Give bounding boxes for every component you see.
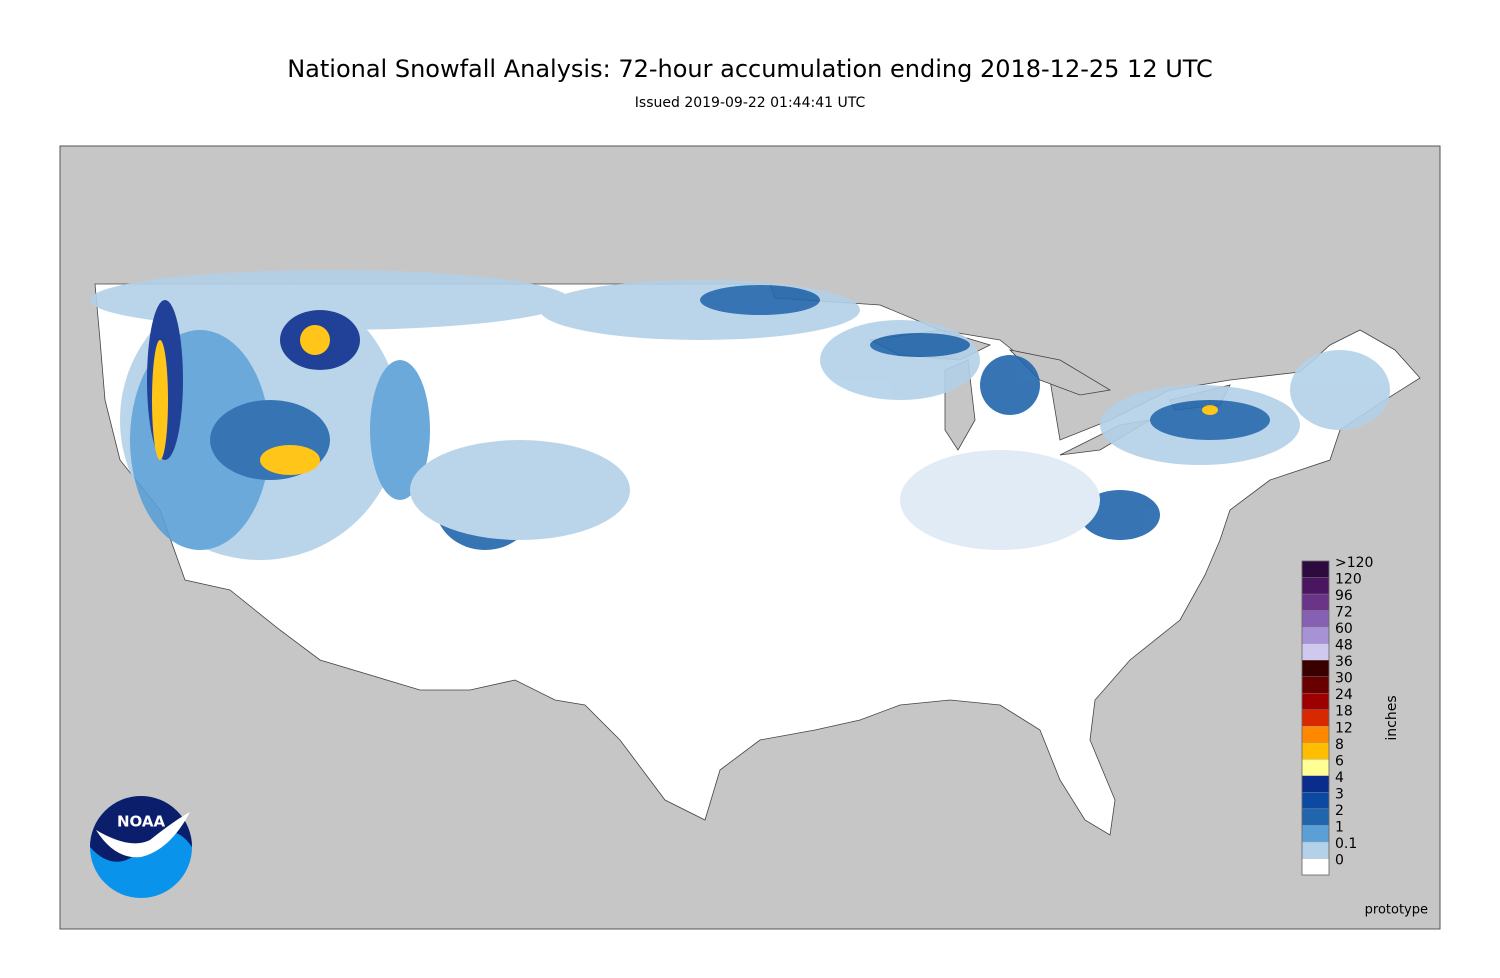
subtitle: Issued 2019-09-22 01:44:41 UTC [635, 95, 866, 111]
legend-swatch [1301, 808, 1330, 826]
legend-swatch [1301, 858, 1330, 876]
legend: inches >1201209672604836302418128643210.… [1301, 555, 1400, 876]
legend-swatch [1301, 643, 1330, 661]
legend-label: 0 [1335, 852, 1344, 868]
legend-label: 1 [1335, 819, 1344, 835]
legend-swatch [1301, 759, 1330, 776]
legend-swatch [1301, 775, 1330, 793]
legend-unit: inches [1384, 695, 1400, 740]
legend-swatch [1301, 693, 1330, 710]
legend-label: 72 [1335, 605, 1353, 621]
legend-label: 48 [1335, 638, 1353, 654]
legend-label: 8 [1335, 737, 1344, 753]
legend-label: 2 [1335, 803, 1344, 819]
legend-label: 60 [1335, 621, 1353, 637]
snow-shading [90, 270, 1390, 560]
legend-swatch [1301, 610, 1330, 628]
legend-label: 36 [1335, 654, 1353, 670]
logo-text: NOAA [117, 813, 166, 831]
legend-swatch [1301, 577, 1330, 595]
legend-swatch [1301, 726, 1330, 743]
legend-label: 96 [1335, 588, 1353, 604]
legend-swatch [1301, 560, 1330, 578]
legend-swatch [1301, 841, 1330, 859]
legend-label: >120 [1335, 555, 1373, 571]
legend-swatch [1301, 709, 1330, 727]
legend-swatch [1301, 742, 1330, 760]
legend-label: 30 [1335, 671, 1353, 687]
map-area: prototype [59, 145, 1441, 930]
noaa-logo: NOAA [90, 796, 192, 898]
legend-swatch [1301, 626, 1330, 644]
legend-swatch [1301, 825, 1330, 843]
footer-note: prototype [1365, 903, 1428, 918]
title: National Snowfall Analysis: 72-hour accu… [287, 55, 1213, 83]
legend-label: 4 [1335, 770, 1344, 786]
legend-swatch [1301, 593, 1330, 611]
legend-label: 6 [1335, 753, 1344, 769]
legend-border [1301, 560, 1330, 876]
legend-swatch [1301, 676, 1330, 694]
legend-swatch [1301, 660, 1330, 677]
legend-label: 18 [1335, 704, 1353, 720]
legend-label: 12 [1335, 720, 1353, 736]
legend-label: 3 [1335, 786, 1344, 802]
legend-label: 120 [1335, 572, 1362, 588]
legend-label: 0.1 [1335, 836, 1357, 852]
legend-swatch [1301, 792, 1330, 810]
legend-label: 24 [1335, 687, 1353, 703]
